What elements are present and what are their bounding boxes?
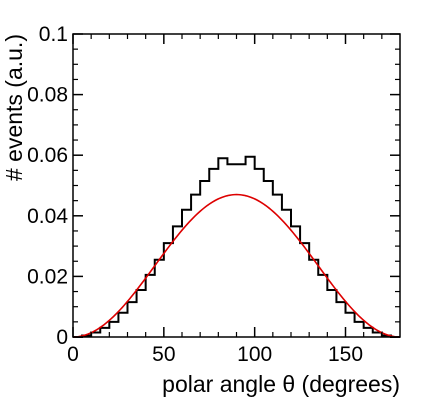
axis-ticks: 0 50 100 150 0 0.02 0.04 0.06 0.08 0.1 [27,23,400,366]
y-tick-label: 0.08 [27,84,68,107]
histogram-line [73,155,400,338]
fit-curve-series [72,193,401,338]
x-tick-label: 0 [67,343,79,366]
fit-curve-line [72,193,401,338]
x-tick-label: 150 [328,343,363,366]
x-tick-label: 100 [237,343,272,366]
x-axis-label: polar angle θ (degrees) [162,371,400,397]
y-tick-label: 0.06 [27,144,68,167]
plot-frame [72,33,401,338]
y-tick-label: 0.04 [27,205,68,228]
y-tick-label: 0 [56,326,68,349]
y-tick-label: 0.02 [27,265,68,288]
y-tick-label: 0.1 [39,23,68,46]
histogram-series [73,155,400,338]
x-tick-label: 50 [152,343,175,366]
y-axis-label: # events (a.u.) [1,34,27,181]
